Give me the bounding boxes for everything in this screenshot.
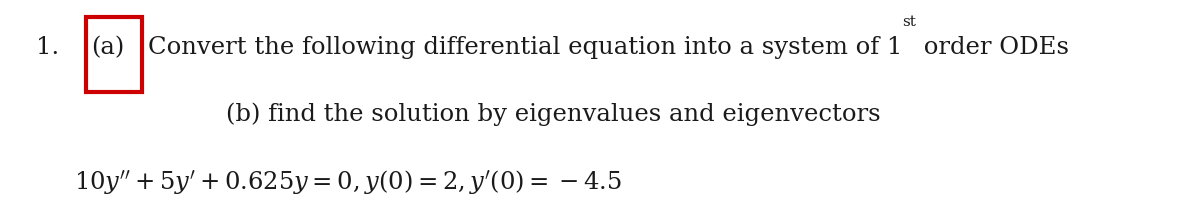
Text: st: st [902,14,916,29]
Text: order ODEs: order ODEs [916,36,1069,59]
Text: 1.: 1. [36,36,59,59]
Text: (a): (a) [91,36,125,59]
Text: Convert the following differential equation into a system of 1: Convert the following differential equat… [148,36,902,59]
Text: (b) find the solution by eigenvalues and eigenvectors: (b) find the solution by eigenvalues and… [226,102,881,126]
Text: $10y'' + 5y' + 0.625y = 0, y(0) = 2, y'(0) = -4.5$: $10y'' + 5y' + 0.625y = 0, y(0) = 2, y'(… [74,169,623,197]
